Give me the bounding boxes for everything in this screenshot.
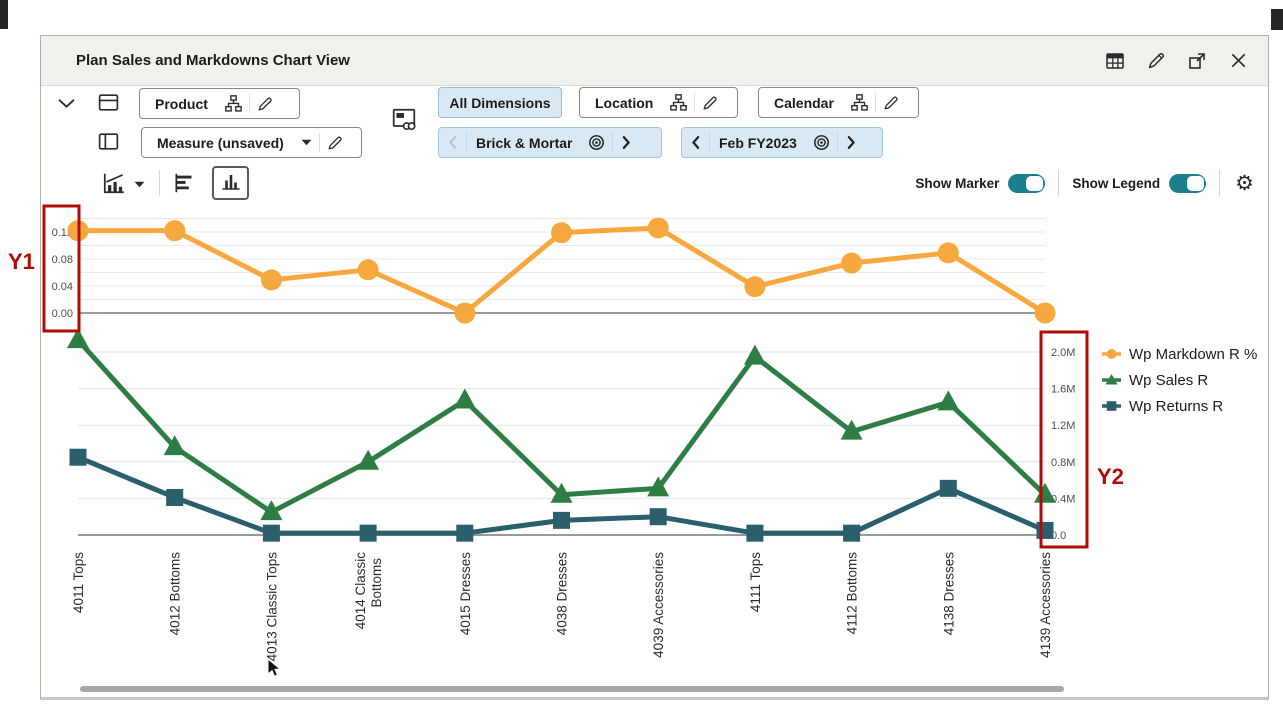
mouse-cursor (267, 657, 282, 677)
bullseye-icon[interactable] (581, 128, 612, 157)
columns-axis-icon[interactable] (97, 130, 120, 153)
dropdown-caret-icon[interactable] (294, 128, 319, 157)
button-divider (248, 94, 250, 113)
pill-divider (466, 133, 467, 152)
hierarchy-icon[interactable] (218, 89, 249, 118)
product-label: Product (155, 95, 208, 112)
pill-divider (836, 133, 838, 152)
all-dimensions-button[interactable]: All Dimensions (438, 87, 562, 118)
location-dimension-button[interactable]: Location (579, 87, 738, 118)
all-dimensions-label: All Dimensions (449, 94, 551, 111)
show-marker-label: Show Marker (915, 175, 1000, 191)
combo-chart-icon[interactable] (101, 170, 127, 196)
chart-type-caret-icon[interactable] (134, 181, 145, 188)
pill-divider (709, 133, 710, 152)
calendar-label: Calendar (774, 94, 834, 111)
calendar-pager: Feb FY2023 (681, 127, 883, 158)
location-label: Location (595, 94, 654, 111)
window-title: Plan Sales and Markdowns Chart View (76, 52, 350, 69)
next-chevron-icon[interactable] (838, 128, 865, 157)
expand-icon[interactable] (1187, 51, 1207, 71)
prev-chevron-icon[interactable] (439, 128, 466, 157)
chart-display-controls: Show Marker Show Legend ⚙ (915, 167, 1254, 199)
measure-axis-button[interactable]: Measure (unsaved) (141, 127, 362, 158)
location-pager: Brick & Mortar (438, 127, 662, 158)
edit-icon[interactable] (1146, 51, 1166, 71)
pencil-icon[interactable] (250, 89, 280, 118)
hierarchy-icon[interactable] (663, 88, 694, 117)
cropped-ui-fragment-top-right (1271, 9, 1283, 30)
show-legend-toggle[interactable] (1169, 173, 1207, 193)
page-edge-icon[interactable] (391, 106, 417, 132)
next-chevron-icon[interactable] (613, 128, 640, 157)
toggle-knob (1187, 175, 1205, 191)
cropped-ui-fragment-top-left (0, 0, 8, 29)
vertical-bar-chart-icon (219, 169, 243, 198)
horizontal-bar-chart-icon[interactable] (172, 170, 198, 196)
calendar-dimension-button[interactable]: Calendar (758, 87, 919, 118)
button-divider (694, 93, 696, 112)
measure-label: Measure (unsaved) (157, 134, 284, 151)
show-marker-toggle[interactable] (1008, 173, 1046, 193)
bullseye-icon[interactable] (806, 128, 837, 157)
window-header-actions (1105, 36, 1248, 85)
grid-view-icon[interactable] (1105, 51, 1125, 71)
window-header: Plan Sales and Markdowns Chart View (41, 36, 1268, 86)
calendar-page-value: Feb FY2023 (719, 134, 797, 151)
prev-chevron-icon[interactable] (682, 128, 709, 157)
toolbar-divider (159, 170, 160, 196)
pill-divider (612, 133, 614, 152)
collapse-chevron-icon[interactable] (58, 98, 75, 109)
toggle-knob (1026, 175, 1044, 191)
rows-axis-icon[interactable] (97, 91, 120, 114)
pencil-icon[interactable] (876, 88, 906, 117)
location-page-value: Brick & Mortar (476, 134, 573, 151)
hierarchy-icon[interactable] (844, 88, 875, 117)
gear-icon[interactable]: ⚙ (1235, 171, 1254, 195)
button-divider (318, 133, 320, 152)
vertical-bar-chart-button-selected[interactable] (212, 166, 249, 200)
show-legend-label: Show Legend (1072, 175, 1161, 191)
close-icon[interactable] (1228, 51, 1248, 71)
pencil-icon[interactable] (320, 128, 350, 157)
product-axis-button[interactable]: Product (139, 88, 300, 119)
controls-divider (1058, 170, 1060, 196)
annotation-label-y1: Y1 (8, 249, 35, 274)
chart-view-window: Plan Sales and Markdowns Chart View (40, 35, 1269, 700)
pencil-icon[interactable] (695, 88, 725, 117)
controls-divider (1219, 170, 1221, 196)
button-divider (874, 93, 876, 112)
horizontal-scrollbar[interactable] (80, 686, 1064, 692)
